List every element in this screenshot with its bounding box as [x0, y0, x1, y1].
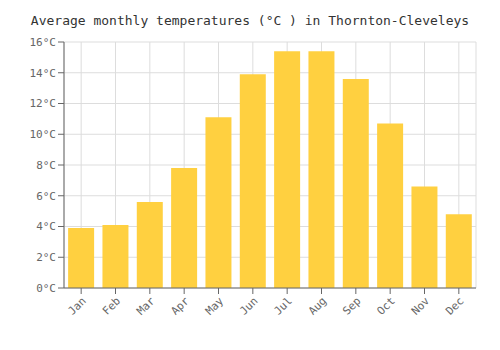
svg-text:2°C: 2°C: [36, 251, 56, 264]
svg-text:Oct: Oct: [375, 294, 398, 317]
svg-text:14°C: 14°C: [30, 67, 57, 80]
svg-text:10°C: 10°C: [30, 128, 57, 141]
html-text:Average monthly temperatures (: Average monthly temperatures (°C ) in Th…: [30, 13, 470, 28]
svg-text:Apr: Apr: [169, 294, 193, 318]
svg-text:Jun: Jun: [237, 294, 260, 317]
svg-text:Jul: Jul: [272, 294, 295, 317]
svg-text:Nov: Nov: [409, 294, 433, 318]
svg-text:Jan: Jan: [66, 294, 89, 317]
svg-text:0°C: 0°C: [36, 282, 56, 295]
svg-text:Dec: Dec: [443, 294, 466, 317]
svg-text:Mar: Mar: [134, 294, 158, 318]
svg-text:16°C: 16°C: [30, 36, 57, 49]
svg-text:6°C: 6°C: [36, 190, 56, 203]
svg-text:Feb: Feb: [100, 294, 123, 317]
svg-text:8°C: 8°C: [36, 159, 56, 172]
svg-text:12°C: 12°C: [30, 97, 57, 110]
svg-text:4°C: 4°C: [36, 220, 56, 233]
svg-text:May: May: [203, 294, 227, 318]
svg-text:Sep: Sep: [340, 294, 363, 317]
svg-text:Aug: Aug: [306, 294, 329, 317]
